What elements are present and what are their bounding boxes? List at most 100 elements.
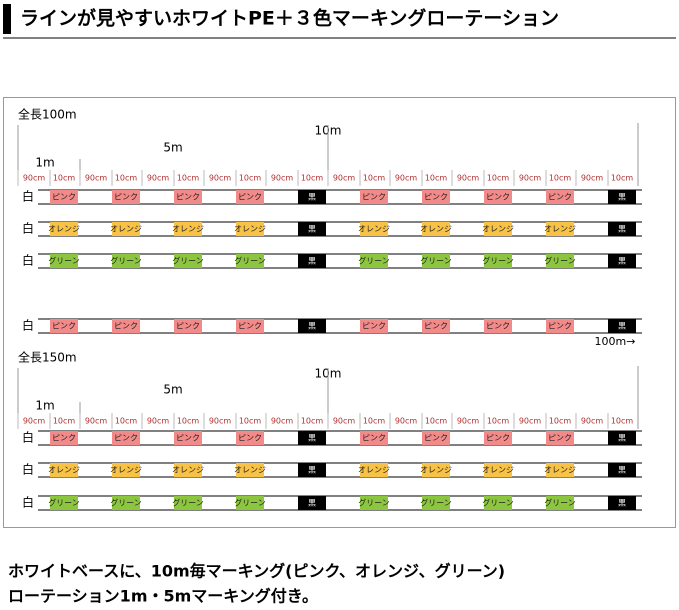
scale-label: 90cm xyxy=(23,174,46,183)
scale-label: 10cm xyxy=(115,174,138,183)
marking-label: ピンク xyxy=(52,193,76,202)
scale-label: 90cm xyxy=(333,417,356,426)
marking xyxy=(236,222,264,236)
marking-label: ピンク xyxy=(548,193,572,202)
row-label: 白 xyxy=(22,253,34,268)
row-label: 白 xyxy=(22,430,34,445)
scale-label: 90cm xyxy=(395,417,418,426)
scale-label: 90cm xyxy=(581,417,604,426)
marking xyxy=(608,222,636,236)
row-label: 白 xyxy=(22,462,34,477)
marking xyxy=(174,222,202,236)
marking-label: グリーン xyxy=(234,256,266,266)
marking xyxy=(484,319,512,333)
title-bar xyxy=(3,4,11,34)
marking xyxy=(112,431,140,445)
scale-label: 90cm xyxy=(581,174,604,183)
marking xyxy=(298,463,326,477)
marking-label: ピンク xyxy=(176,322,200,331)
scale-label: 10cm xyxy=(177,417,200,426)
scale-label: 90cm xyxy=(519,417,542,426)
marking xyxy=(174,190,202,204)
marking xyxy=(484,463,512,477)
marking-label: ピンク xyxy=(362,193,386,202)
span-label: 5m xyxy=(163,141,182,155)
marking xyxy=(174,431,202,445)
marking xyxy=(422,319,450,333)
marking xyxy=(112,319,140,333)
marking-label: 黒 xyxy=(618,257,626,266)
marking-label: 黒 xyxy=(618,225,626,234)
row-label: 白 xyxy=(22,495,34,510)
marking xyxy=(608,190,636,204)
marking xyxy=(484,222,512,236)
span-label: 5m xyxy=(163,383,182,397)
marking xyxy=(422,222,450,236)
marking xyxy=(174,463,202,477)
marking xyxy=(236,190,264,204)
marking xyxy=(360,431,388,445)
scale-label: 90cm xyxy=(333,174,356,183)
total-length: 全長150m xyxy=(18,350,77,365)
marking-label: オレンジ xyxy=(482,225,514,234)
diagram-frame xyxy=(3,97,676,528)
marking xyxy=(112,190,140,204)
scale-label: 90cm xyxy=(519,174,542,183)
marking-label: オレンジ xyxy=(482,466,514,475)
marking xyxy=(112,463,140,477)
marking-label: グリーン xyxy=(110,498,142,508)
marking-label: ピンク xyxy=(362,322,386,331)
marking-label: 黒 xyxy=(308,322,316,331)
marking xyxy=(360,190,388,204)
marking-label: ピンク xyxy=(424,322,448,331)
arrow-label: 100m→ xyxy=(595,335,636,348)
marking-label: グリーン xyxy=(48,256,80,266)
marking-label: ピンク xyxy=(238,434,262,443)
scale-label: 90cm xyxy=(85,417,108,426)
marking xyxy=(608,463,636,477)
scale-label: 90cm xyxy=(271,174,294,183)
marking-label: ピンク xyxy=(548,434,572,443)
marking xyxy=(298,222,326,236)
marking-label: グリーン xyxy=(420,256,452,266)
scale-label: 10cm xyxy=(425,174,448,183)
marking xyxy=(546,496,574,510)
row-label: 白 xyxy=(22,189,34,204)
marking-label: グリーン xyxy=(420,498,452,508)
marking xyxy=(50,319,78,333)
marking xyxy=(236,463,264,477)
marking xyxy=(608,496,636,510)
scale-label: 10cm xyxy=(301,174,324,183)
marking-label: グリーン xyxy=(544,256,576,266)
marking xyxy=(174,254,202,268)
scale-label: 10cm xyxy=(611,174,634,183)
marking-label: グリーン xyxy=(358,256,390,266)
scale-label: 10cm xyxy=(239,417,262,426)
marking xyxy=(236,319,264,333)
marking-label: グリーン xyxy=(544,498,576,508)
marking xyxy=(50,190,78,204)
marking-label: オレンジ xyxy=(544,466,576,475)
marking-label: ピンク xyxy=(486,434,510,443)
marking-label: 黒 xyxy=(308,499,316,508)
scale-label: 10cm xyxy=(549,417,572,426)
scale-label: 10cm xyxy=(487,417,510,426)
marking xyxy=(360,463,388,477)
marking-label: ピンク xyxy=(486,322,510,331)
marking-label: 黒 xyxy=(308,434,316,443)
marking-label: オレンジ xyxy=(420,466,452,475)
scale-label: 90cm xyxy=(23,417,46,426)
scale-label: 10cm xyxy=(487,174,510,183)
scale-label: 90cm xyxy=(147,417,170,426)
marking xyxy=(422,190,450,204)
scale-label: 90cm xyxy=(85,174,108,183)
marking-label: オレンジ xyxy=(48,225,80,234)
scale-label: 10cm xyxy=(115,417,138,426)
marking xyxy=(50,254,78,268)
marking-label: ピンク xyxy=(424,434,448,443)
marking xyxy=(484,431,512,445)
marking-label: 黒 xyxy=(618,434,626,443)
scale-label: 10cm xyxy=(177,174,200,183)
marking xyxy=(546,463,574,477)
scale-label: 90cm xyxy=(395,174,418,183)
